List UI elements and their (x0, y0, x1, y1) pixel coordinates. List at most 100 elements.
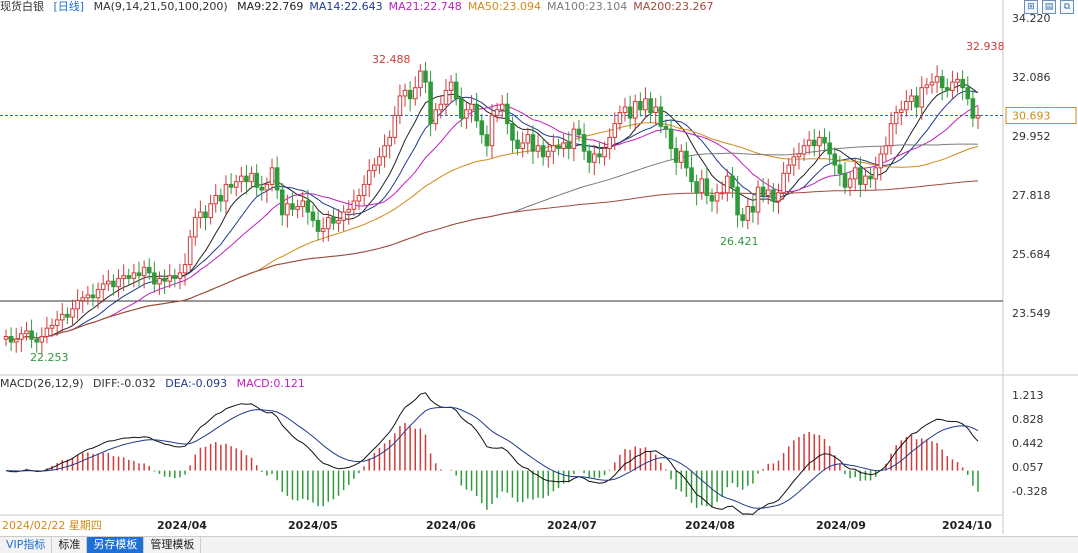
candle-body (146, 266, 152, 274)
low2-annotation: 26.421 (720, 235, 759, 248)
candle-body (305, 200, 311, 213)
candle-body (75, 300, 80, 310)
candle-body (735, 186, 740, 216)
macd-diff: DIFF:-0.032 (93, 377, 156, 390)
candle-body (254, 172, 259, 188)
candle-body (806, 139, 812, 147)
candle-body (719, 192, 725, 195)
ma-label[interactable]: MA(9,14,21,50,100,200) (93, 0, 228, 13)
candle-body (801, 145, 807, 155)
candle-body (489, 114, 495, 147)
macd-tick-label: 0.442 (1012, 437, 1044, 450)
candle-body (873, 167, 878, 180)
date-tick-label: 2024/05 (288, 519, 338, 532)
candle-body (632, 100, 638, 119)
candle-body (402, 89, 408, 97)
candle-body (515, 139, 520, 149)
candle-body (745, 206, 751, 221)
candle-body (586, 150, 592, 163)
candle-body (233, 181, 239, 188)
candle-body (8, 335, 14, 343)
candle-body (90, 294, 96, 299)
candle-body (760, 186, 766, 196)
candle-body (331, 217, 336, 224)
candle-body (781, 172, 786, 194)
candle-body (730, 175, 735, 188)
candle-body (19, 333, 24, 340)
candle-body (561, 142, 566, 149)
candle-body (172, 275, 178, 279)
candle-body (433, 109, 439, 125)
macd-tick-label: 0.057 (1012, 461, 1044, 474)
candle-body (842, 172, 848, 188)
period-label[interactable]: [日线] (53, 0, 85, 13)
candle-body (668, 128, 674, 149)
candle-body (725, 175, 730, 194)
date-tick-label: 2024/06 (426, 519, 476, 532)
start-date-label: 2024/02/22 星期四 (2, 519, 102, 532)
candle-body (39, 335, 45, 343)
candle-body (469, 103, 474, 111)
candle-body (817, 136, 822, 147)
candle-body (213, 194, 219, 205)
candle-body (704, 178, 710, 196)
candle-body (939, 76, 945, 89)
candle-body (65, 313, 70, 318)
candle-body (597, 153, 602, 158)
tab-vip-indicator[interactable]: VIP指标 (0, 537, 53, 553)
price-tick-label: 34.220 (1012, 12, 1051, 25)
candle-body (315, 219, 321, 232)
tab-standard[interactable]: 标准 (52, 537, 88, 553)
candle-body (837, 164, 843, 174)
candle-body (505, 103, 510, 125)
candle-body (898, 109, 904, 114)
ma-value-2: MA21:22.748 (388, 0, 462, 13)
candle-body (24, 330, 29, 335)
candle-body (438, 103, 444, 111)
candle-body (300, 200, 306, 208)
tab-manage-template[interactable]: 管理模板 (144, 537, 202, 553)
candle-body (85, 294, 91, 299)
candle-body (182, 264, 188, 274)
candle-body (111, 280, 116, 288)
macd-dea: DEA:-0.093 (165, 377, 228, 390)
date-tick-label: 2024/10 (942, 519, 992, 532)
candle-body (269, 167, 275, 185)
candle-body (279, 189, 285, 216)
price-tick-label: 27.818 (1012, 189, 1051, 202)
candle-body (100, 283, 106, 290)
candle-body (361, 183, 367, 196)
candle-body (49, 324, 55, 329)
macd-header: MACD(26,12,9) DIFF:-0.032 DEA:-0.093 MAC… (0, 377, 311, 391)
macd-label[interactable]: MACD(26,12,9) (0, 377, 84, 390)
candle-body (786, 164, 792, 174)
tab-save-template[interactable]: 另存模板 (87, 537, 145, 553)
candle-body (157, 277, 162, 285)
instrument-title[interactable]: 现货白银 (0, 0, 44, 13)
candle-body (960, 78, 965, 89)
candle-body (351, 200, 357, 210)
restore-icon[interactable]: ⧉ (1060, 0, 1074, 14)
candle-body (643, 98, 648, 111)
candle-body (607, 136, 612, 149)
candle-body (95, 288, 101, 299)
candle-body (382, 145, 387, 158)
current-price-tag (1005, 107, 1077, 125)
window-controls: ⊞ ▤ ⧉ (1024, 0, 1074, 14)
candle-body (198, 211, 203, 219)
candle-body (955, 78, 960, 83)
current-price-value: 30.693 (1012, 110, 1051, 123)
candle-body (827, 142, 832, 155)
candle-body (59, 313, 65, 321)
expand-icon[interactable]: ⊞ (1024, 0, 1038, 14)
candle-body (755, 186, 761, 213)
candle-body (970, 98, 976, 119)
candle-body (852, 167, 858, 180)
candle-body (121, 275, 126, 279)
candle-body (638, 100, 643, 111)
ma-value-3: MA50:23.094 (467, 0, 542, 13)
candle-body (796, 153, 802, 158)
candle-body (428, 81, 433, 125)
layout-icon[interactable]: ▤ (1042, 0, 1056, 14)
